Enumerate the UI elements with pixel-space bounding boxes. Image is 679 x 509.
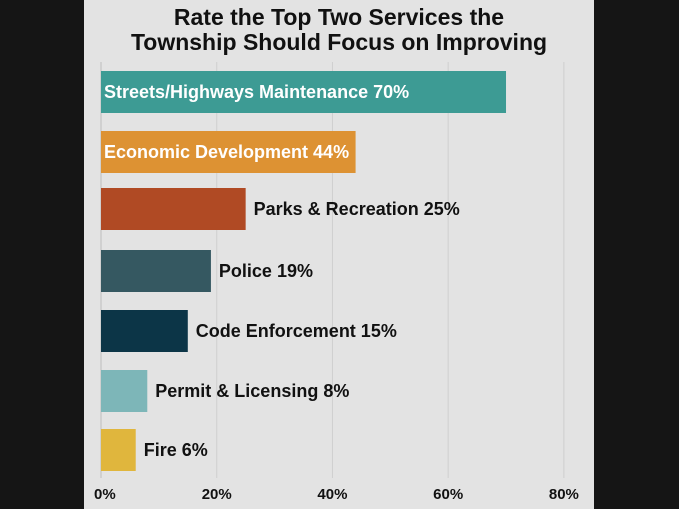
chart-panel: Rate the Top Two Services the Township S… [84,0,594,509]
chart-title-line-2: Township Should Focus on Improving [130,29,548,55]
bar-label: Permit & Licensing 8% [155,381,349,401]
bar [101,131,356,173]
bar-label: Parks & Recreation 25% [254,199,460,219]
chart-title-line-1: Rate the Top Two Services the [173,4,505,30]
bar-label: Economic Development 44% [104,142,349,162]
bar [101,71,507,113]
bar-label: Police 19% [219,261,313,281]
bar [101,429,136,471]
chart-title: Rate the Top Two Services the Township S… [84,5,594,55]
bar-chart: Streets/Highways Maintenance 70% Economic… [94,62,579,503]
bar [101,310,188,352]
bar-label: Streets/Highways Maintenance 70% [104,82,409,102]
bar [101,370,148,412]
x-tick-label: 20% [202,486,232,503]
x-tick-label: 40% [317,486,347,503]
x-tick-label: 80% [549,486,579,503]
bar [101,250,211,292]
bar-label: Code Enforcement 15% [196,321,397,341]
bar [101,188,246,230]
x-tick-label: 60% [433,486,463,503]
bar-label: Fire 6% [144,440,208,460]
x-tick-label: 0% [94,486,116,503]
